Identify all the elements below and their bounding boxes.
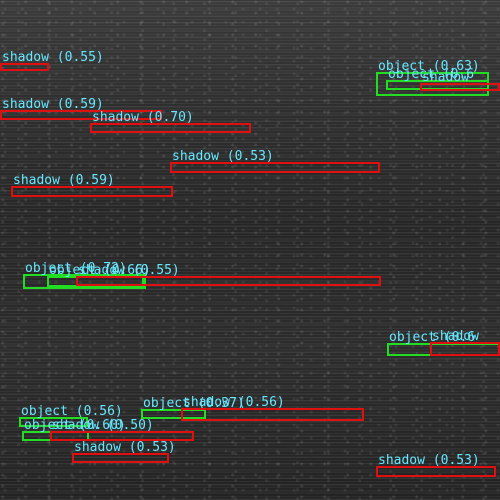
- detection-box: shadow (0.50): [50, 419, 194, 441]
- detection-box: shadow (0.55): [0, 51, 104, 71]
- detection-label: shadow (0.53): [172, 149, 274, 164]
- detection-box: shadow (0.59): [0, 98, 162, 120]
- detection-label: object (0.66): [49, 263, 151, 278]
- detection-label: object (0.37): [143, 396, 245, 411]
- detection-box: object (0.37): [141, 397, 245, 419]
- detection-label: object (0.63): [378, 59, 480, 74]
- detection-label: shadow (0.59): [13, 173, 115, 188]
- detection-label: object (0.72): [25, 261, 127, 276]
- detection-box: shadow (0.70): [90, 111, 251, 133]
- detection-box: shadow (0.56): [181, 396, 364, 421]
- detection-label: object (0.6: [389, 330, 476, 345]
- detection-label: shadow (0.55): [2, 50, 104, 65]
- detection-box: shadow: [430, 330, 500, 356]
- detection-box: object (0.56): [19, 405, 123, 427]
- detection-label: object (0.6: [388, 67, 475, 82]
- detection-label: object (0.56): [21, 404, 123, 419]
- detection-label: shadow: [422, 70, 469, 85]
- detection-box: shadow: [420, 71, 500, 91]
- detection-label: shadow (0.53): [74, 440, 176, 455]
- detection-label: shadow (0.53): [378, 453, 480, 468]
- detection-box: shadow (0.53): [72, 441, 176, 463]
- detection-box: shadow (0.55): [76, 264, 381, 286]
- detection-label: shadow: [432, 329, 479, 344]
- detection-box: shadow (0.59): [11, 174, 173, 197]
- detection-label: shadow (0.55): [78, 263, 180, 278]
- detection-label: shadow (0.56): [183, 395, 285, 410]
- detection-box: shadow (0.53): [376, 454, 496, 477]
- detection-box: object (0.72): [23, 262, 146, 289]
- detection-box: shadow (0.53): [170, 150, 380, 173]
- detection-label: shadow (0.70): [92, 110, 194, 125]
- detection-label: object (0.60): [24, 418, 126, 433]
- detection-label: shadow (0.50): [52, 418, 154, 433]
- detection-label: shadow (0.59): [2, 97, 104, 112]
